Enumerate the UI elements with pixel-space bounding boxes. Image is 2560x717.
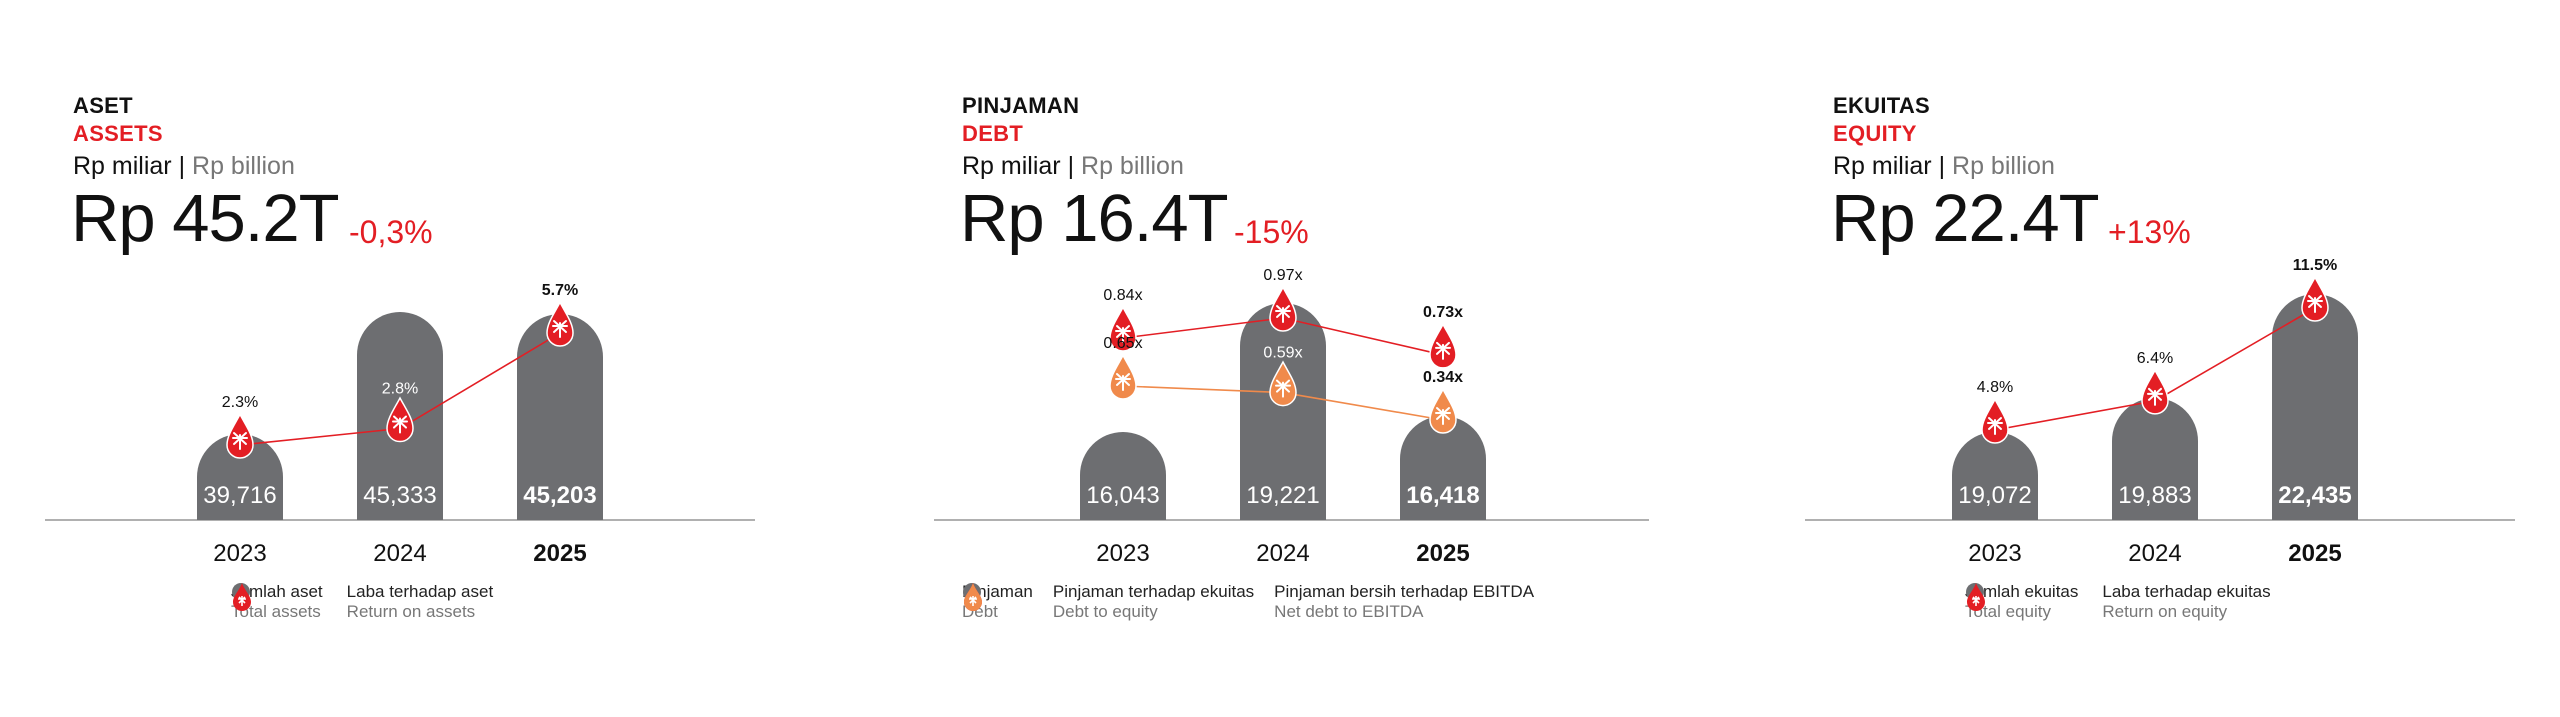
legend: Pinjaman Debt Pinjaman terhadap ekuitas De…: [962, 582, 1534, 622]
headline-value: Rp 45.2T: [71, 181, 340, 256]
bar-2023: [197, 434, 283, 520]
bar-2023: [1080, 432, 1166, 520]
bar-value-label: 22,435: [2278, 482, 2351, 509]
legend-item-line-orange: Pinjaman bersih terhadap EBITDA Net debt …: [964, 582, 1534, 622]
bar-value-label: 45,333: [363, 482, 436, 509]
drop-marker: [2301, 275, 2329, 322]
drop-marker: [546, 300, 574, 347]
bar-2024: [2112, 398, 2198, 520]
palm-icon: [1115, 325, 1131, 343]
orange-drop-icon: [964, 583, 982, 611]
line-value-label: 6.4%: [2137, 350, 2173, 367]
red-drop-icon: [233, 583, 251, 611]
change-value: +13%: [2108, 214, 2191, 250]
legend: Jumlah aset Total assets Laba terhadap as…: [231, 582, 493, 622]
line-value-label: 0.65x: [1103, 335, 1142, 352]
panel-title-id: EKUITAS: [1833, 93, 1931, 118]
bar-2025: [1400, 416, 1486, 520]
change-value: -0,3%: [349, 214, 433, 250]
bar-value-label: 19,221: [1246, 482, 1319, 509]
debt-panel: PINJAMAN DEBT Rp miliar | Rp billion Rp …: [934, 0, 1694, 717]
bar-value-label: 16,418: [1406, 482, 1479, 509]
legend: Jumlah ekuitas Total equity Laba terhadap…: [1965, 582, 2271, 622]
debt-chart: 16,043 2023 19,221 2024 16,418 2025 0.84x 0.97x…: [934, 267, 1649, 567]
legend-item-line-red: Pinjaman terhadap ekuitas Debt to equity: [964, 582, 1254, 622]
palm-icon: [1275, 379, 1291, 398]
unit-label: Rp miliar | Rp billion: [73, 152, 295, 180]
legend-item-line: Laba terhadap aset Return on assets: [233, 582, 493, 622]
bar-value-label: 45,203: [523, 482, 596, 509]
line-value-label: 2.8%: [382, 381, 418, 398]
drop-marker: [1269, 360, 1297, 407]
bar-value-label: 19,072: [1958, 482, 2031, 509]
palm-icon: [2307, 295, 2323, 313]
x-tick-label: 2024: [373, 540, 426, 567]
line-value-label: 5.7%: [542, 282, 578, 299]
line-value-label: 2.3%: [222, 394, 258, 411]
bar-value-label: 39,716: [203, 482, 276, 509]
x-tick-label: 2025: [1416, 540, 1469, 567]
x-tick-label: 2023: [1096, 540, 1149, 567]
panel-title-en: ASSETS: [73, 121, 163, 146]
legend-item-line: Laba terhadap ekuitas Return on equity: [1967, 582, 2271, 622]
bar-2024: [1240, 303, 1326, 520]
drop-marker: [1269, 285, 1297, 332]
palm-icon: [2147, 387, 2163, 406]
panel-title-id: ASET: [73, 93, 133, 118]
x-tick-label: 2023: [213, 540, 266, 567]
equity-chart: 19,072 2023 19,883 2024 22,435 2025 4.8% 6.4% 11…: [1805, 257, 2515, 567]
line-value-label: 0.73x: [1423, 304, 1463, 321]
line-value-label: 0.59x: [1263, 345, 1302, 362]
unit-label: Rp miliar | Rp billion: [962, 152, 1184, 180]
palm-icon: [1115, 373, 1131, 391]
line-value-label: 0.97x: [1263, 267, 1302, 284]
bar-value-label: 16,043: [1086, 482, 1159, 509]
palm-icon: [1435, 407, 1451, 425]
equity-panel: EKUITAS EQUITY Rp miliar | Rp billion Rp…: [1805, 0, 2560, 717]
headline-value: Rp 22.4T: [1831, 181, 2100, 256]
line-value-label: 0.84x: [1103, 287, 1142, 304]
headline-value: Rp 16.4T: [960, 181, 1229, 256]
palm-icon: [392, 415, 408, 434]
line-value-label: 0.34x: [1423, 369, 1463, 386]
x-tick-label: 2024: [2128, 540, 2181, 567]
drop-marker: [386, 396, 414, 443]
unit-label: Rp miliar | Rp billion: [1833, 152, 2055, 180]
bar-value-label: 19,883: [2118, 482, 2191, 509]
assets-chart: 39,716 2023 45,333 2024 45,203 2025 2.3% 2.8% 5.…: [45, 282, 755, 567]
x-tick-label: 2023: [1968, 540, 2021, 567]
drop-marker: [1429, 387, 1457, 434]
palm-icon: [232, 432, 248, 450]
palm-icon: [1435, 341, 1451, 360]
panel-title-id: PINJAMAN: [962, 93, 1080, 118]
bar-2023: [1952, 432, 2038, 520]
panel-title-en: EQUITY: [1833, 121, 1917, 146]
palm-icon: [1275, 305, 1291, 323]
bar-2025: [517, 314, 603, 520]
x-tick-label: 2025: [2288, 540, 2341, 567]
palm-icon: [552, 320, 568, 338]
palm-icon: [1987, 417, 2003, 435]
line-value-label: 4.8%: [1977, 379, 2013, 396]
drop-marker: [2141, 368, 2169, 415]
drop-marker: [1109, 305, 1137, 352]
line-value-label: 11.5%: [2293, 257, 2337, 274]
drop-marker: [1109, 353, 1137, 400]
x-tick-label: 2025: [533, 540, 586, 567]
drop-marker: [226, 412, 254, 459]
x-tick-label: 2024: [1256, 540, 1309, 567]
drop-marker: [1981, 397, 2009, 444]
drop-marker: [1429, 322, 1457, 369]
change-value: -15%: [1234, 214, 1309, 250]
assets-panel: ASET ASSETS Rp miliar | Rp billion Rp 45…: [45, 0, 805, 717]
bar-2025: [2272, 294, 2358, 520]
panel-title-en: DEBT: [962, 121, 1024, 146]
red-drop-icon: [1967, 583, 1985, 611]
